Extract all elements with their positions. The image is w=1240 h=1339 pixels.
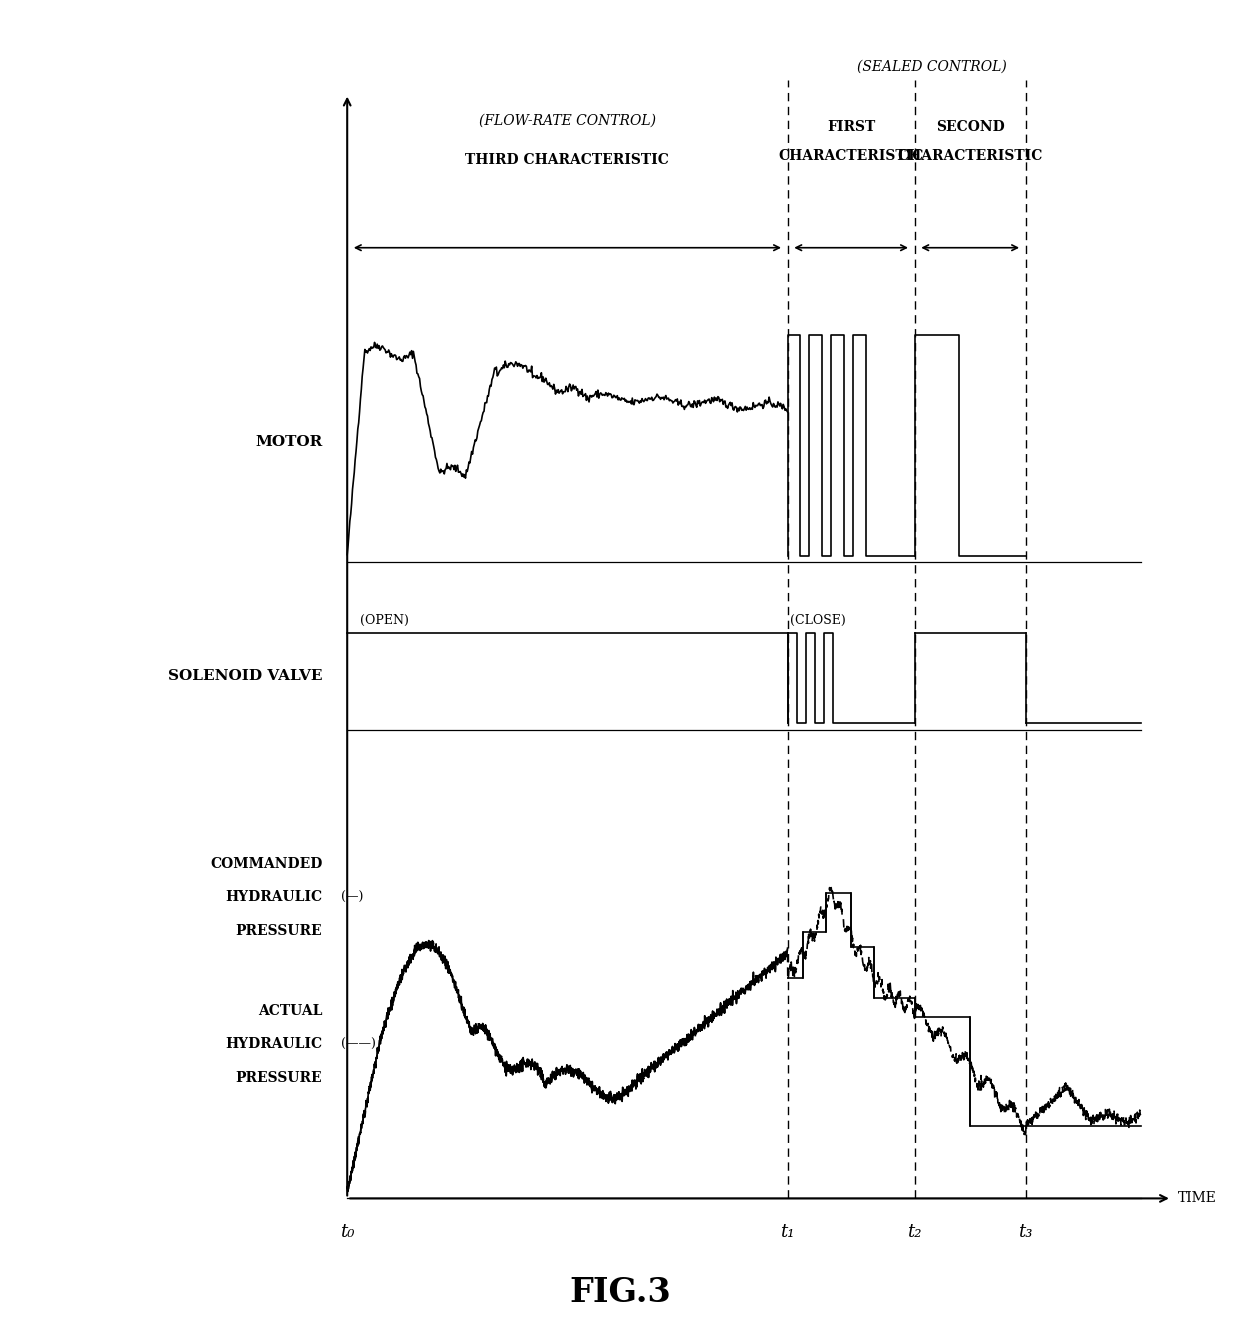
- Text: t₁: t₁: [780, 1223, 795, 1240]
- Text: MOTOR: MOTOR: [255, 435, 322, 449]
- Text: t₂: t₂: [908, 1223, 921, 1240]
- Text: SECOND: SECOND: [936, 121, 1004, 134]
- Text: FIG.3: FIG.3: [569, 1276, 671, 1308]
- Text: (SEALED CONTROL): (SEALED CONTROL): [857, 60, 1007, 74]
- Text: HYDRAULIC: HYDRAULIC: [226, 890, 322, 904]
- Text: SOLENOID VALVE: SOLENOID VALVE: [167, 670, 322, 683]
- Text: t₃: t₃: [1018, 1223, 1033, 1240]
- Text: CHARACTERISTIC: CHARACTERISTIC: [779, 150, 924, 163]
- Text: (CLOSE): (CLOSE): [790, 613, 846, 627]
- Text: PRESSURE: PRESSURE: [236, 1071, 322, 1085]
- Text: COMMANDED: COMMANDED: [210, 857, 322, 870]
- Text: TIME: TIME: [1178, 1192, 1216, 1205]
- Text: PRESSURE: PRESSURE: [236, 924, 322, 937]
- Text: HYDRAULIC: HYDRAULIC: [226, 1038, 322, 1051]
- Text: (FLOW-RATE CONTROL): (FLOW-RATE CONTROL): [479, 114, 656, 127]
- Text: CHARACTERISTIC: CHARACTERISTIC: [898, 150, 1043, 163]
- Text: FIRST: FIRST: [827, 121, 875, 134]
- Text: t₀: t₀: [340, 1223, 355, 1240]
- Text: (——): (——): [341, 1038, 376, 1051]
- Text: ACTUAL: ACTUAL: [258, 1004, 322, 1018]
- Text: (—): (—): [341, 890, 363, 904]
- Text: (OPEN): (OPEN): [360, 613, 408, 627]
- Text: THIRD CHARACTERISTIC: THIRD CHARACTERISTIC: [465, 154, 670, 167]
